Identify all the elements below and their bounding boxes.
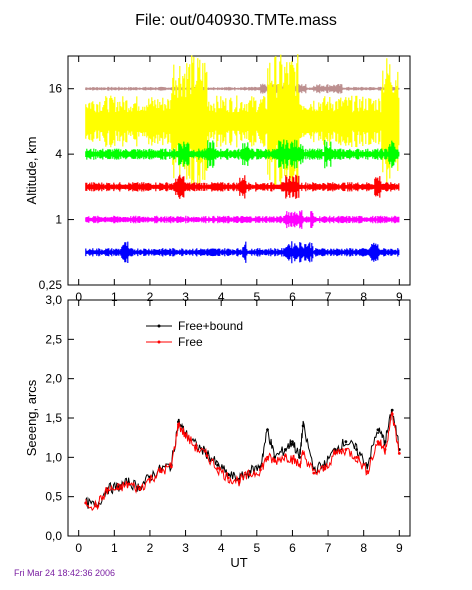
seeing-point-1 — [116, 487, 120, 491]
seeing-y-tick-label: 3,0 — [45, 293, 62, 307]
seeing-point-0 — [390, 408, 394, 412]
seeing-point-1 — [226, 476, 230, 480]
seeing-point-1 — [137, 487, 141, 491]
seeing-x-tick-label: 2 — [147, 541, 154, 555]
seeing-point-1 — [383, 448, 387, 451]
altitude-x-tick-label: 8 — [360, 290, 367, 304]
seeing-point-1 — [365, 470, 369, 473]
seeing-y-tick-label: 2,5 — [45, 332, 62, 346]
seeing-point-1 — [148, 477, 152, 481]
legend-label-1: Free — [178, 335, 203, 349]
seeing-x-tick-label: 8 — [360, 541, 367, 555]
seeing-point-0 — [216, 463, 220, 467]
seeing-point-0 — [355, 448, 358, 451]
altitude-x-tick-label: 3 — [182, 290, 189, 304]
seeing-series-line-1 — [85, 411, 400, 512]
seeing-point-0 — [344, 440, 348, 443]
seeing-point-1 — [355, 455, 358, 459]
seeing-point-0 — [273, 455, 277, 459]
seeing-point-1 — [301, 452, 305, 455]
seeing-y-tick-label: 1,5 — [45, 411, 62, 425]
page-title: File: out/040930.TMTe.mass — [135, 12, 337, 29]
seeing-point-0 — [291, 440, 294, 443]
seeing-point-1 — [169, 465, 173, 469]
timestamp-footer: Fri Mar 24 18:42:36 2006 — [14, 568, 116, 578]
seeing-point-1 — [258, 468, 262, 472]
seeing-point-1 — [298, 463, 301, 467]
altitude-x-tick-label: 7 — [325, 290, 332, 304]
seeing-point-0 — [301, 424, 305, 428]
seeing-panel: 0,0 0,5 1,0 1,5 2,0 2,5 3,0 0 1 2 3 4 5 6 7 8 9 UT Seeeng,… — [24, 293, 411, 570]
legend-marker-0 — [157, 324, 161, 328]
altitude-panel: 0,25 1 4 16 0 1 2 3 4 5 6 7 8 9 Altitude, km — [24, 54, 411, 304]
seeing-y-tick-label: 0,5 — [45, 490, 62, 504]
seeing-point-1 — [312, 471, 316, 475]
altitude-y-axis-title: Altitude, km — [24, 137, 39, 205]
altitude-x-tick-label: 6 — [289, 290, 296, 304]
seeing-y-axis-title: Seeeng, arcs — [24, 379, 39, 456]
seeing-point-1 — [184, 433, 187, 437]
seeing-point-1 — [344, 448, 348, 451]
seeing-point-1 — [95, 504, 98, 508]
seeing-y-tick-label: 0,0 — [45, 529, 62, 543]
seeing-x-tick-label: 5 — [253, 541, 260, 555]
seeing-series-line-0 — [85, 410, 400, 510]
seeing-point-1 — [194, 446, 198, 450]
altitude-y-tick-label: 1 — [55, 213, 62, 227]
seeing-point-0 — [376, 428, 380, 432]
seeing-x-tick-label: 0 — [75, 541, 82, 555]
seeing-x-tick-label: 3 — [182, 541, 189, 555]
seeing-plot-frame — [67, 299, 411, 537]
legend-label-0: Free+bound — [178, 319, 243, 333]
seeing-point-1 — [283, 454, 287, 458]
altitude-y-tick-label: 4 — [55, 147, 62, 161]
seeing-point-1 — [177, 422, 180, 426]
seeing-point-1 — [397, 452, 401, 455]
seeing-point-1 — [237, 479, 241, 483]
seeing-point-0 — [266, 428, 269, 432]
seeing-x-axis-title: UT — [230, 555, 247, 570]
seeing-point-1 — [266, 455, 269, 459]
seeing-point-0 — [283, 448, 287, 451]
seeing-x-tick-label: 6 — [289, 541, 296, 555]
altitude-x-tick-label: 5 — [253, 290, 260, 304]
seeing-point-0 — [383, 440, 387, 443]
seeing-x-tick-label: 1 — [111, 541, 118, 555]
seeing-point-1 — [205, 454, 209, 458]
seeing-point-1 — [291, 457, 294, 461]
seeing-point-0 — [365, 463, 369, 467]
seeing-point-1 — [323, 467, 326, 471]
altitude-plot-frame — [67, 55, 411, 286]
altitude-y-tick-label: 0,25 — [39, 278, 63, 292]
seeing-point-1 — [376, 440, 380, 443]
seeing-point-1 — [390, 412, 394, 416]
seeing-x-tick-label: 4 — [218, 541, 225, 555]
seeing-point-1 — [248, 473, 252, 477]
altitude-x-tick-label: 0 — [75, 290, 82, 304]
seeing-point-1 — [84, 501, 88, 505]
seeing-y-tick-label: 2,0 — [45, 372, 62, 386]
altitude-x-tick-label: 9 — [396, 290, 403, 304]
seeing-point-1 — [216, 466, 220, 470]
altitude-x-tick-label: 2 — [147, 290, 154, 304]
legend-marker-1 — [157, 340, 161, 344]
seeing-point-1 — [127, 482, 130, 486]
seeing-x-tick-label: 9 — [396, 541, 403, 555]
seeing-point-1 — [159, 470, 163, 473]
altitude-x-tick-label: 1 — [111, 290, 118, 304]
seeing-point-1 — [273, 459, 277, 463]
seeing-point-0 — [298, 455, 301, 459]
altitude-x-tick-label: 4 — [218, 290, 225, 304]
seeing-point-1 — [333, 452, 337, 455]
seeing-x-tick-label: 7 — [325, 541, 332, 555]
altitude-y-tick-label: 16 — [49, 82, 63, 96]
seeing-y-tick-label: 1,0 — [45, 450, 62, 464]
seeing-point-1 — [105, 488, 109, 492]
